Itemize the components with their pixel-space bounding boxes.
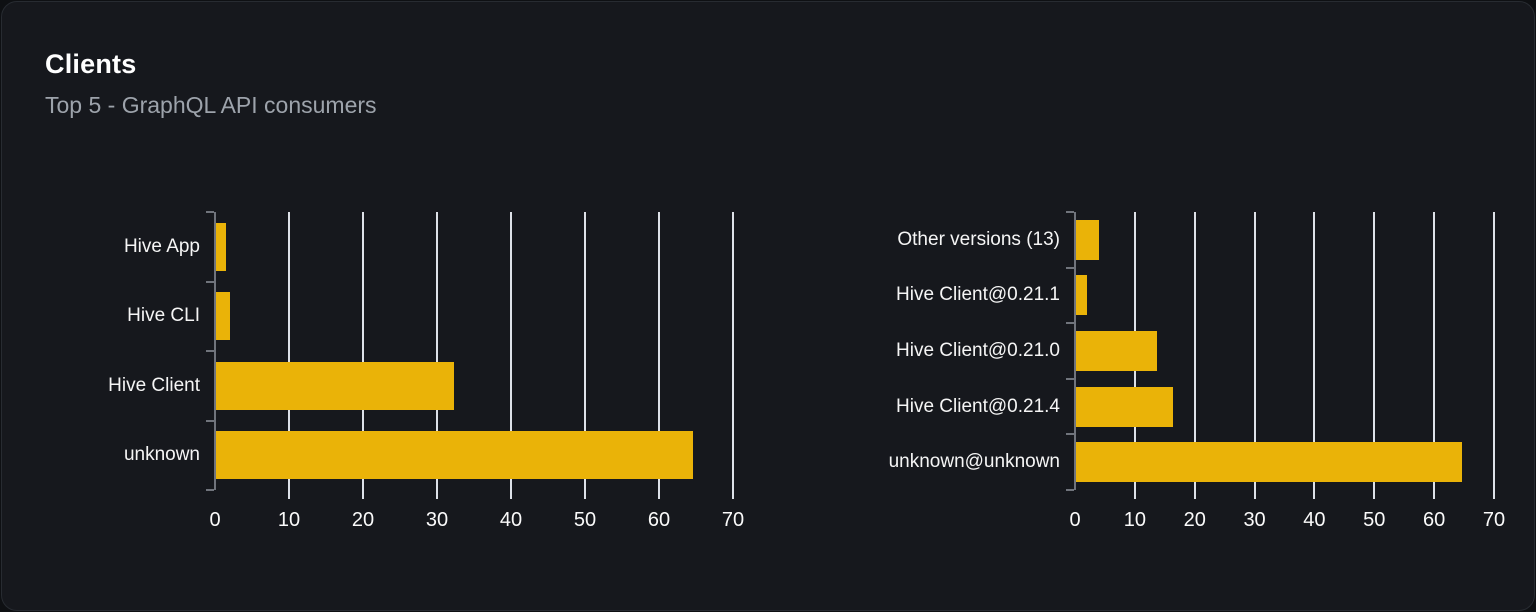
category-label: Hive Client@0.21.4	[896, 395, 1060, 417]
category-label: unknown	[123, 444, 200, 466]
x-tick-label: 30	[1243, 509, 1266, 531]
bar-unknown	[216, 431, 694, 480]
clients-bar-chart: Hive App Hive CLI Hive Client unknown 0 10 20 3…	[108, 211, 744, 531]
bar-hive-client-0-21-0	[1076, 331, 1158, 371]
y-axis-tick	[1066, 377, 1074, 380]
y-axis-tick	[1066, 266, 1074, 269]
x-tick-label: 20	[1183, 509, 1206, 531]
y-axis-tick	[206, 280, 214, 283]
bar-hive-cli	[216, 292, 231, 341]
bar-hive-client-0-21-1	[1076, 275, 1087, 316]
x-tick-label: 20	[351, 509, 375, 531]
y-axis-tick	[1066, 211, 1074, 213]
x-tick-label: 60	[1423, 509, 1446, 531]
y-axis-tick	[1066, 322, 1074, 325]
category-label: Hive Client@0.21.1	[896, 284, 1060, 306]
y-axis-tick	[206, 489, 214, 491]
category-label: unknown@unknown	[888, 451, 1060, 473]
x-tick-label: 40	[1303, 509, 1326, 531]
x-tick-label: 40	[499, 509, 523, 531]
card-title: Clients	[45, 49, 137, 79]
x-tick-label: 60	[647, 509, 671, 531]
y-axis-tick	[1066, 433, 1074, 436]
gridline	[584, 212, 586, 499]
x-tick-label: 70	[1482, 509, 1506, 531]
gridline	[1433, 212, 1436, 499]
card-subtitle: Top 5 - GraphQL API consumers	[45, 92, 377, 119]
gridline	[1373, 212, 1376, 499]
gridline	[510, 212, 512, 499]
gridline	[362, 212, 364, 499]
x-tick-label: 70	[721, 509, 745, 531]
y-axis-tick	[206, 350, 214, 352]
category-label: Hive App	[123, 235, 200, 257]
category-label: Other versions (13)	[897, 228, 1060, 250]
gridline	[1493, 212, 1495, 499]
bar-unknown-unknown	[1076, 442, 1463, 483]
bar-other-versions-13-	[1076, 219, 1100, 260]
y-axis-tick	[206, 419, 214, 422]
x-tick-label: 30	[425, 509, 449, 531]
gridline	[436, 212, 438, 499]
gridline	[658, 212, 660, 499]
bar-hive-client	[216, 361, 455, 410]
x-tick-label: 10	[277, 509, 301, 531]
x-tick-label: 0	[209, 509, 221, 531]
bar-hive-app	[216, 222, 227, 271]
x-tick-label: 50	[1363, 509, 1386, 531]
category-label: Hive Client	[108, 374, 200, 396]
y-axis-line	[214, 212, 216, 490]
y-axis-line	[1074, 212, 1076, 490]
x-tick-label: 0	[1069, 509, 1081, 531]
y-axis-tick	[206, 211, 214, 213]
gridline	[732, 212, 734, 499]
x-tick-label: 10	[1123, 509, 1146, 531]
x-tick-label: 50	[573, 509, 597, 531]
y-axis-tick	[1066, 489, 1074, 491]
gridline	[288, 212, 290, 499]
category-label: Hive Client@0.21.0	[896, 340, 1060, 361]
card-header: Clients Top 5 - GraphQL API consumers	[45, 48, 377, 120]
gridline	[1313, 212, 1316, 499]
gridline	[1253, 212, 1256, 499]
bar-hive-client-0-21-4	[1076, 386, 1173, 427]
client-versions-bar-chart: Other versions (13) Hive Client@0.21.1 Hiv…	[889, 211, 1505, 531]
category-label: Hive CLI	[127, 305, 200, 327]
gridline	[1193, 212, 1196, 499]
